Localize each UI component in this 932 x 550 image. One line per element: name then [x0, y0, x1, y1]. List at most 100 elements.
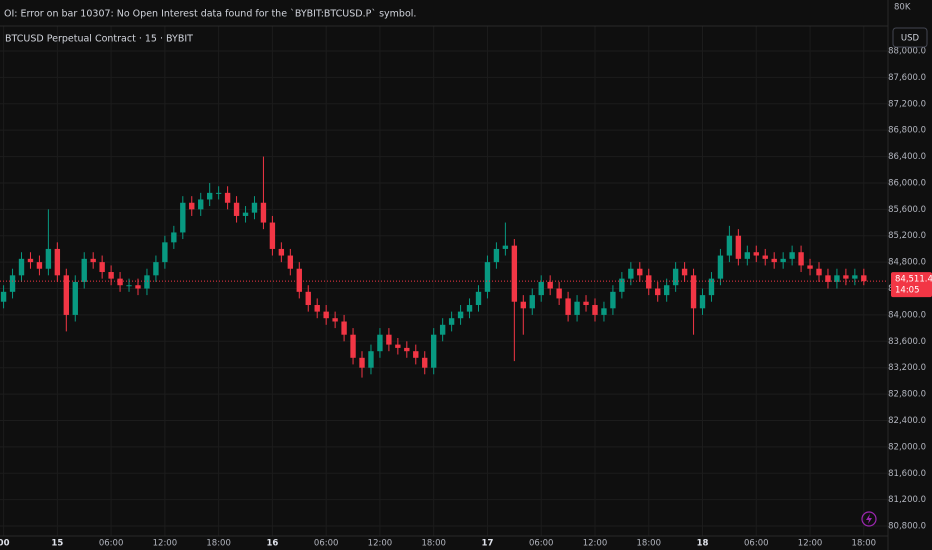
candle-body	[36, 262, 43, 269]
candle-body	[278, 248, 285, 256]
y-tick-label: 87,200.0	[888, 99, 926, 109]
candle-body	[762, 255, 768, 259]
candle-body	[744, 252, 751, 259]
candle-body	[843, 275, 849, 279]
currency-button[interactable]	[892, 27, 928, 48]
candle-body	[663, 285, 670, 296]
candle-body	[63, 275, 69, 315]
y-tick-label: 81,600.0	[888, 469, 926, 479]
candle-body	[493, 248, 500, 263]
candle-body	[90, 258, 96, 263]
candle-body	[386, 334, 392, 345]
candle-body	[251, 202, 258, 213]
y-tick-label: 88,000.0	[888, 47, 926, 57]
grid	[0, 26, 888, 536]
x-tick-label: 00	[0, 539, 10, 549]
candle-body	[224, 192, 231, 203]
candle-body	[798, 252, 804, 266]
candle-body	[601, 308, 607, 315]
lightning-glyph	[866, 514, 872, 524]
y-tick-label: 85,600.0	[888, 205, 926, 215]
candle-body	[18, 258, 25, 276]
candle-body	[439, 324, 446, 335]
axis-labels: 88,000.0 87,600.0 87,200.0 86,800.0 86,400.0…	[0, 47, 932, 549]
candle-body	[215, 192, 222, 194]
candle-body	[789, 252, 795, 259]
x-tick-label: 06:00	[744, 539, 769, 549]
candle-body	[538, 281, 544, 296]
candle-body	[180, 202, 186, 233]
candle-body	[646, 275, 652, 289]
currency-button-label[interactable]: USD	[901, 34, 920, 44]
candle-body	[708, 278, 715, 296]
candle-body	[610, 291, 616, 309]
candle-body	[520, 301, 526, 309]
x-tick-label: 18:00	[421, 539, 446, 549]
candle-body	[861, 275, 867, 282]
candle-body	[753, 252, 759, 256]
candle-body	[592, 305, 598, 315]
y-tick-label: 85,200.0	[888, 231, 926, 241]
indicator-axis-label: 80K	[894, 3, 911, 13]
candle-body	[287, 255, 294, 269]
candle-body	[637, 268, 643, 276]
indicator-error: OI: Error on bar 10307: No Open Interest…	[4, 9, 416, 20]
x-tick-label: 16	[266, 539, 278, 549]
x-tick-label: 18	[697, 539, 709, 549]
candles	[0, 156, 888, 378]
y-tick-label: 83,600.0	[888, 337, 926, 347]
candle-body	[852, 275, 858, 279]
candle-body	[144, 275, 150, 289]
candle-body	[574, 301, 580, 315]
candle-body	[475, 291, 482, 306]
countdown-label: 14:05	[895, 286, 920, 296]
x-tick-label: 06:00	[99, 539, 124, 549]
candle-body	[117, 278, 123, 286]
candle-body	[0, 291, 7, 302]
candle-body	[565, 298, 571, 315]
candle-body	[583, 301, 589, 306]
last-price-label: 84,511.4	[895, 275, 932, 285]
candle-body	[27, 258, 34, 263]
candle-body	[377, 334, 383, 352]
candle-body	[99, 262, 105, 273]
candle-body	[807, 265, 813, 269]
candle-body	[502, 245, 509, 249]
candle-body	[296, 268, 302, 292]
candle-body	[81, 258, 87, 282]
candle-body	[834, 275, 840, 282]
candle-body	[359, 357, 365, 368]
candle-body	[242, 212, 249, 216]
candle-body	[171, 232, 177, 243]
candle-body	[305, 291, 311, 306]
x-tick-label: 12:00	[368, 539, 393, 549]
candle-body	[341, 321, 347, 335]
candle-body	[825, 275, 831, 282]
y-tick-label: 81,200.0	[888, 495, 926, 505]
x-tick-label: 12:00	[798, 539, 823, 549]
candle-body	[404, 347, 410, 352]
lightning-icon[interactable]	[861, 511, 877, 527]
candle-body	[529, 295, 535, 309]
candle-body	[628, 268, 634, 279]
y-tick-label: 82,000.0	[888, 442, 926, 452]
candle-body	[547, 281, 553, 289]
y-tick-label: 86,000.0	[888, 178, 926, 188]
y-tick-label: 86,800.0	[888, 126, 926, 136]
candle-body	[466, 305, 473, 312]
candle-body	[233, 202, 240, 216]
chart-title: BTCUSD Perpetual Contract · 15 · BYBIT	[5, 34, 193, 45]
candle-body	[314, 305, 320, 312]
candle-body	[672, 268, 679, 286]
candle-body	[619, 278, 625, 292]
last-price-box	[891, 272, 932, 298]
x-tick-label: 18:00	[206, 539, 231, 549]
candle-body	[260, 202, 267, 223]
candle-body	[431, 334, 437, 368]
y-tick-label: 82,400.0	[888, 416, 926, 426]
candle-body	[206, 192, 213, 200]
candle-body	[162, 242, 168, 263]
candle-body	[699, 295, 706, 309]
